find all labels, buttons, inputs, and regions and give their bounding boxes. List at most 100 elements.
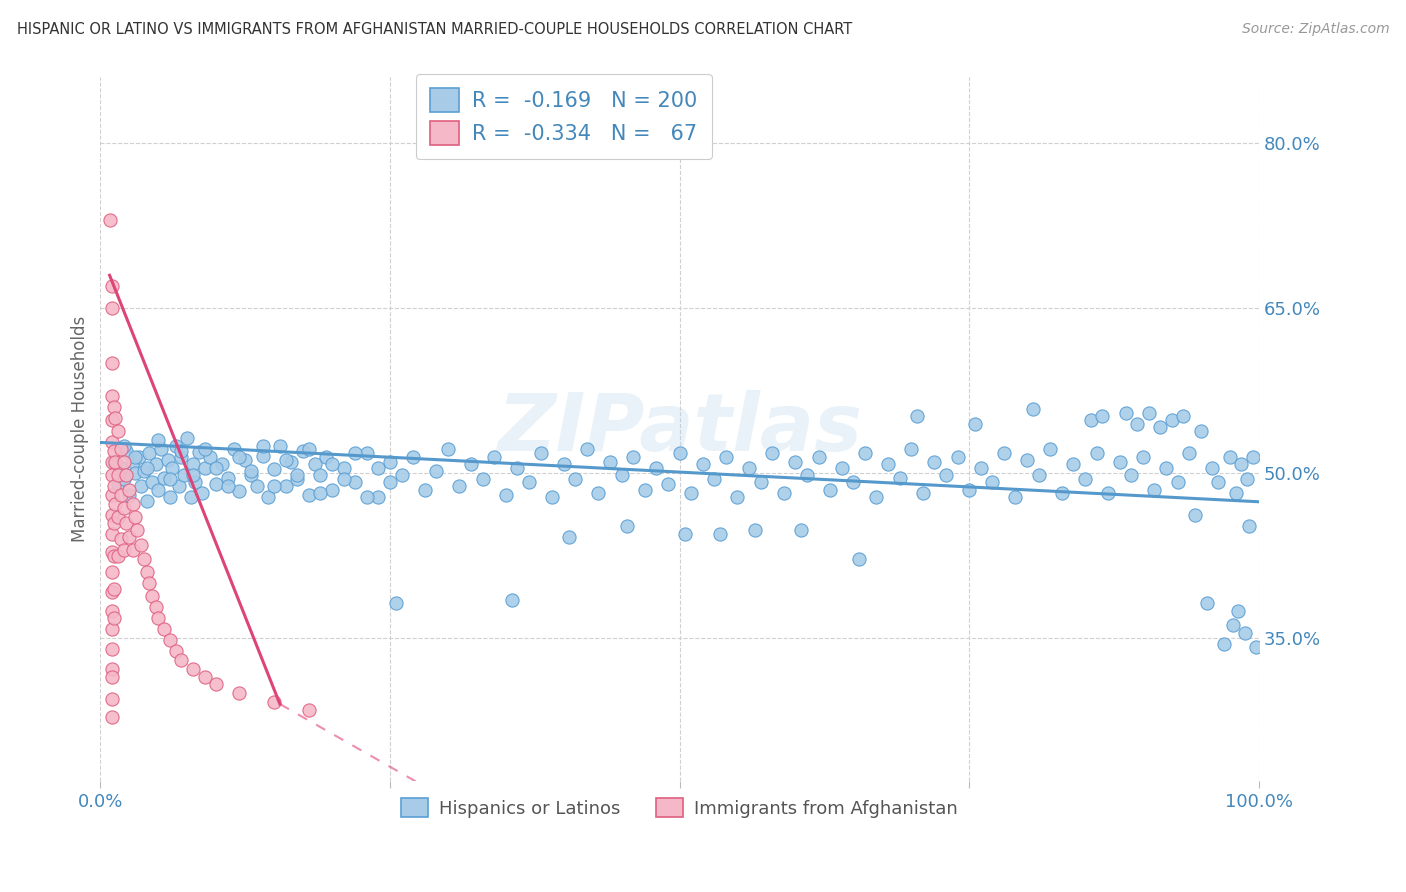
Point [112, 501, 135, 516]
Point [180, 491, 202, 505]
Point [101, 710, 124, 724]
Point [233, 453, 256, 467]
Point [877, 458, 900, 472]
Point [842, 475, 865, 489]
Point [101, 622, 124, 636]
Point [181, 468, 204, 483]
Point [280, 455, 302, 469]
Point [101, 468, 124, 483]
Point [1149, 420, 1171, 434]
Point [124, 450, 146, 464]
Point [1126, 417, 1149, 431]
Text: HISPANIC OR LATINO VS IMMIGRANTS FROM AFGHANISTAN MARRIED-COUPLE HOUSEHOLDS CORR: HISPANIC OR LATINO VS IMMIGRANTS FROM AF… [17, 22, 852, 37]
Point [865, 491, 887, 505]
Point [181, 662, 204, 676]
Point [101, 545, 124, 559]
Point [107, 468, 129, 483]
Point [506, 460, 529, 475]
Point [274, 479, 297, 493]
Point [1226, 604, 1249, 618]
Point [103, 444, 125, 458]
Point [184, 475, 207, 489]
Point [1039, 442, 1062, 456]
Point [495, 488, 517, 502]
Point [553, 458, 575, 472]
Point [101, 642, 124, 657]
Point [1233, 625, 1256, 640]
Point [170, 450, 193, 464]
Point [1091, 409, 1114, 423]
Point [785, 455, 807, 469]
Point [1097, 486, 1119, 500]
Point [134, 464, 156, 478]
Point [124, 510, 146, 524]
Point [187, 445, 209, 459]
Point [103, 611, 125, 625]
Point [402, 450, 425, 464]
Point [194, 442, 217, 456]
Point [110, 460, 132, 475]
Point [1022, 402, 1045, 417]
Point [110, 532, 132, 546]
Point [257, 491, 280, 505]
Point [153, 470, 176, 484]
Point [222, 442, 245, 456]
Point [101, 435, 124, 450]
Point [114, 444, 136, 458]
Point [298, 488, 321, 502]
Point [228, 686, 250, 700]
Point [138, 446, 160, 460]
Point [121, 497, 143, 511]
Point [1108, 455, 1130, 469]
Point [482, 450, 505, 464]
Point [911, 486, 934, 500]
Point [1230, 458, 1253, 472]
Point [194, 669, 217, 683]
Point [118, 530, 141, 544]
Point [101, 488, 124, 502]
Point [263, 695, 285, 709]
Point [1137, 406, 1160, 420]
Point [159, 491, 181, 505]
Point [413, 483, 436, 497]
Point [738, 460, 761, 475]
Point [1074, 472, 1097, 486]
Point [191, 486, 214, 500]
Point [205, 460, 228, 475]
Point [529, 446, 551, 460]
Point [1184, 508, 1206, 522]
Point [205, 477, 228, 491]
Point [1132, 450, 1154, 464]
Point [170, 653, 193, 667]
Point [101, 508, 124, 522]
Point [141, 475, 163, 489]
Point [616, 519, 638, 533]
Point [709, 526, 731, 541]
Point [681, 486, 703, 500]
Point [1201, 460, 1223, 475]
Point [900, 442, 922, 456]
Point [135, 493, 157, 508]
Point [127, 524, 149, 538]
Point [269, 439, 291, 453]
Point [170, 444, 193, 458]
Point [298, 702, 321, 716]
Point [1219, 450, 1241, 464]
Point [599, 455, 621, 469]
Point [101, 455, 124, 469]
Point [384, 596, 406, 610]
Point [101, 585, 124, 599]
Point [121, 455, 143, 469]
Point [935, 468, 957, 483]
Point [129, 538, 152, 552]
Point [460, 458, 482, 472]
Point [889, 470, 911, 484]
Point [1225, 486, 1247, 500]
Point [101, 279, 124, 293]
Point [673, 526, 696, 541]
Text: Source: ZipAtlas.com: Source: ZipAtlas.com [1241, 22, 1389, 37]
Point [149, 442, 172, 456]
Point [138, 576, 160, 591]
Point [252, 439, 274, 453]
Point [344, 475, 367, 489]
